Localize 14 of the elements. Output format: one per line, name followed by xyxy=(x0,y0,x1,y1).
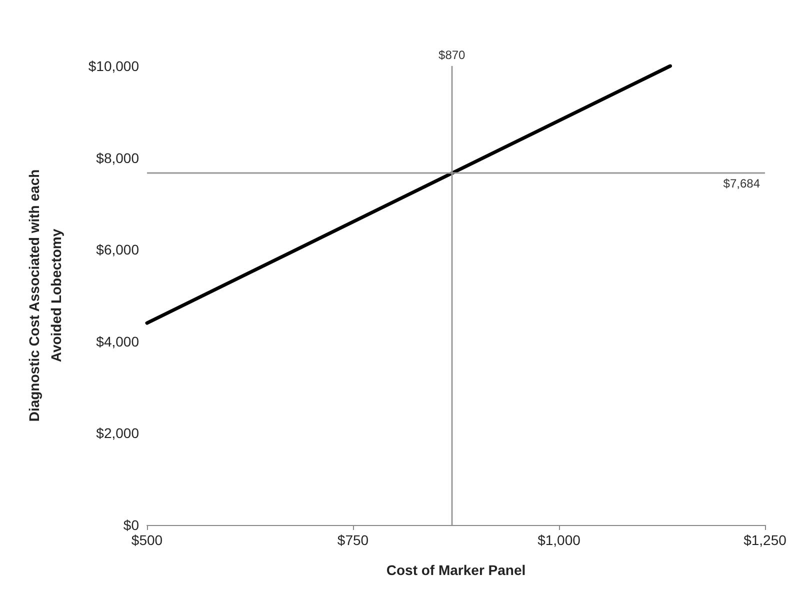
y-tick-label: $4,000 xyxy=(96,333,140,350)
y-tick-label: $10,000 xyxy=(88,58,140,74)
x-tick-label: $1,250 xyxy=(744,532,787,548)
x-tick-label: $1,000 xyxy=(538,532,581,548)
y-tick-label: $6,000 xyxy=(96,242,140,258)
x-axis-title: Cost of Marker Panel xyxy=(386,562,526,578)
y-tick-label: $0 xyxy=(123,517,140,533)
y-tick-label: $2,000 xyxy=(96,425,140,442)
ref-line-label: $7,684 xyxy=(723,176,760,190)
x-tick-label: $750 xyxy=(337,532,369,548)
y-tick-label: $8,000 xyxy=(96,150,140,166)
ref-line-label: $870 xyxy=(438,48,466,62)
x-tick-label: $500 xyxy=(131,532,163,548)
y-axis-title: Diagnostic Cost Associated with each Avoided Lobectomy xyxy=(26,169,64,422)
